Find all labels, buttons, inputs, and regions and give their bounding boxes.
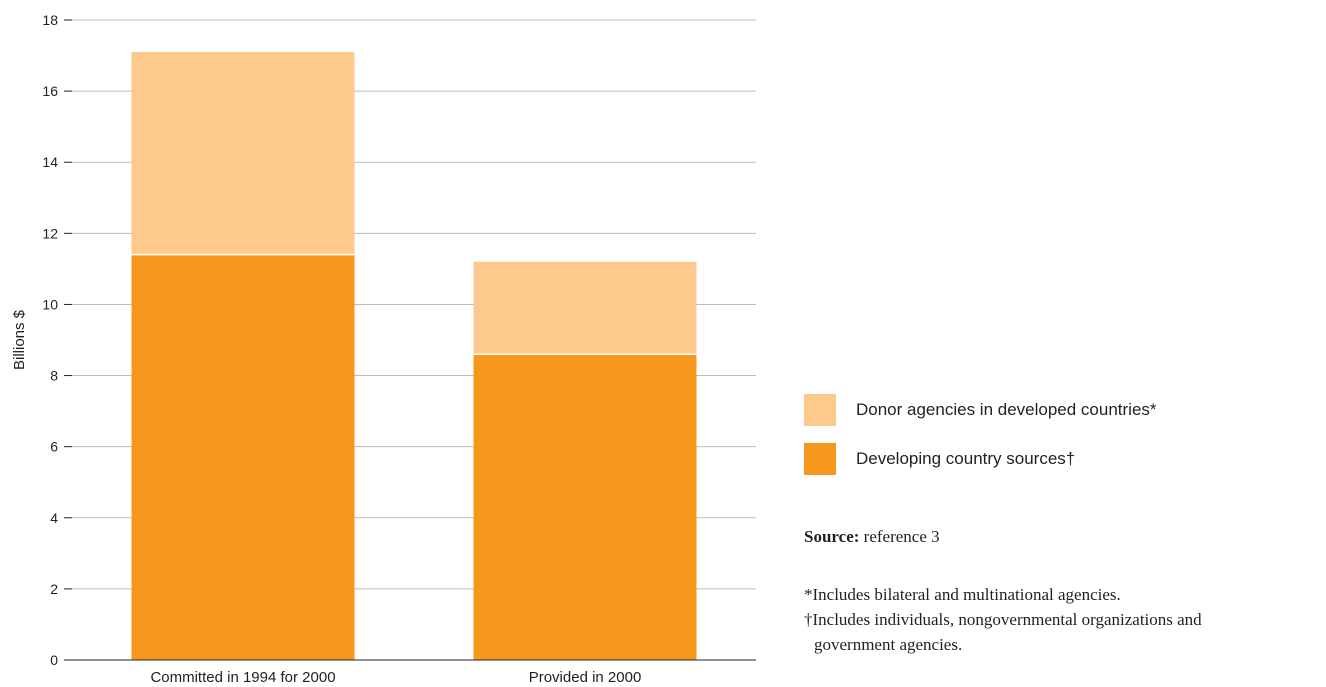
legend-swatch-developing (804, 442, 836, 475)
x-category-label: Committed in 1994 for 2000 (150, 669, 335, 686)
y-tick-label: 0 (50, 652, 58, 668)
y-tick-label: 4 (50, 510, 58, 526)
legend-item-developing: Developing country sources† (804, 442, 1157, 475)
footnotes: *Includes bilateral and multinational ag… (804, 582, 1202, 657)
y-axis-ticks: 0 2 4 6 8 10 12 14 16 18 (42, 12, 72, 668)
y-tick-label: 12 (42, 225, 58, 241)
legend-label-donor: Donor agencies in developed countries* (856, 399, 1157, 419)
y-tick-label: 6 (50, 439, 58, 455)
legend-label-developing: Developing country sources† (856, 448, 1076, 468)
y-tick-label: 16 (42, 83, 58, 99)
y-tick-label: 14 (42, 154, 58, 170)
footnote-donor: *Includes bilateral and multinational ag… (804, 585, 1121, 604)
footnote-developing-continued: government agencies. (814, 635, 963, 654)
stacked-bar-chart: 0 2 4 6 8 10 12 14 16 18 Committed in 1994 for 20… (11, 12, 756, 686)
x-category-label: Provided in 2000 (529, 669, 642, 686)
y-axis-title: Billions $ (11, 309, 28, 370)
bar-developing-2 (473, 354, 697, 660)
footnote-developing: †Includes individuals, nongovernmental o… (804, 610, 1202, 629)
bar-developing-1 (131, 254, 355, 660)
source-label: Source: (804, 527, 860, 546)
y-tick-label: 8 (50, 368, 58, 384)
legend-item-donor: Donor agencies in developed countries* (804, 393, 1157, 426)
y-tick-label: 18 (42, 12, 58, 28)
legend: Donor agencies in developed countries* D… (804, 393, 1157, 491)
source-note: Source: reference 3 (804, 527, 940, 547)
x-axis-labels: Committed in 1994 for 2000 Provided in 20… (150, 669, 641, 686)
legend-swatch-donor (804, 393, 836, 426)
bar-donor-1 (131, 52, 355, 255)
bars (131, 52, 697, 660)
source-text: reference 3 (859, 527, 940, 546)
y-tick-label: 10 (42, 296, 58, 312)
y-tick-label: 2 (50, 581, 58, 597)
bar-donor-2 (473, 261, 697, 355)
